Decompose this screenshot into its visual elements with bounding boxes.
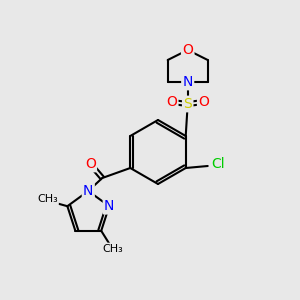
Text: O: O <box>85 157 96 171</box>
Text: O: O <box>198 95 209 109</box>
Text: CH₃: CH₃ <box>103 244 124 254</box>
Text: CH₃: CH₃ <box>37 194 58 204</box>
Text: Cl: Cl <box>211 157 224 171</box>
Text: N: N <box>182 75 193 89</box>
Text: O: O <box>182 43 193 57</box>
Text: S: S <box>183 97 192 111</box>
Text: N: N <box>104 199 114 213</box>
Text: O: O <box>166 95 177 109</box>
Text: N: N <box>83 184 94 198</box>
